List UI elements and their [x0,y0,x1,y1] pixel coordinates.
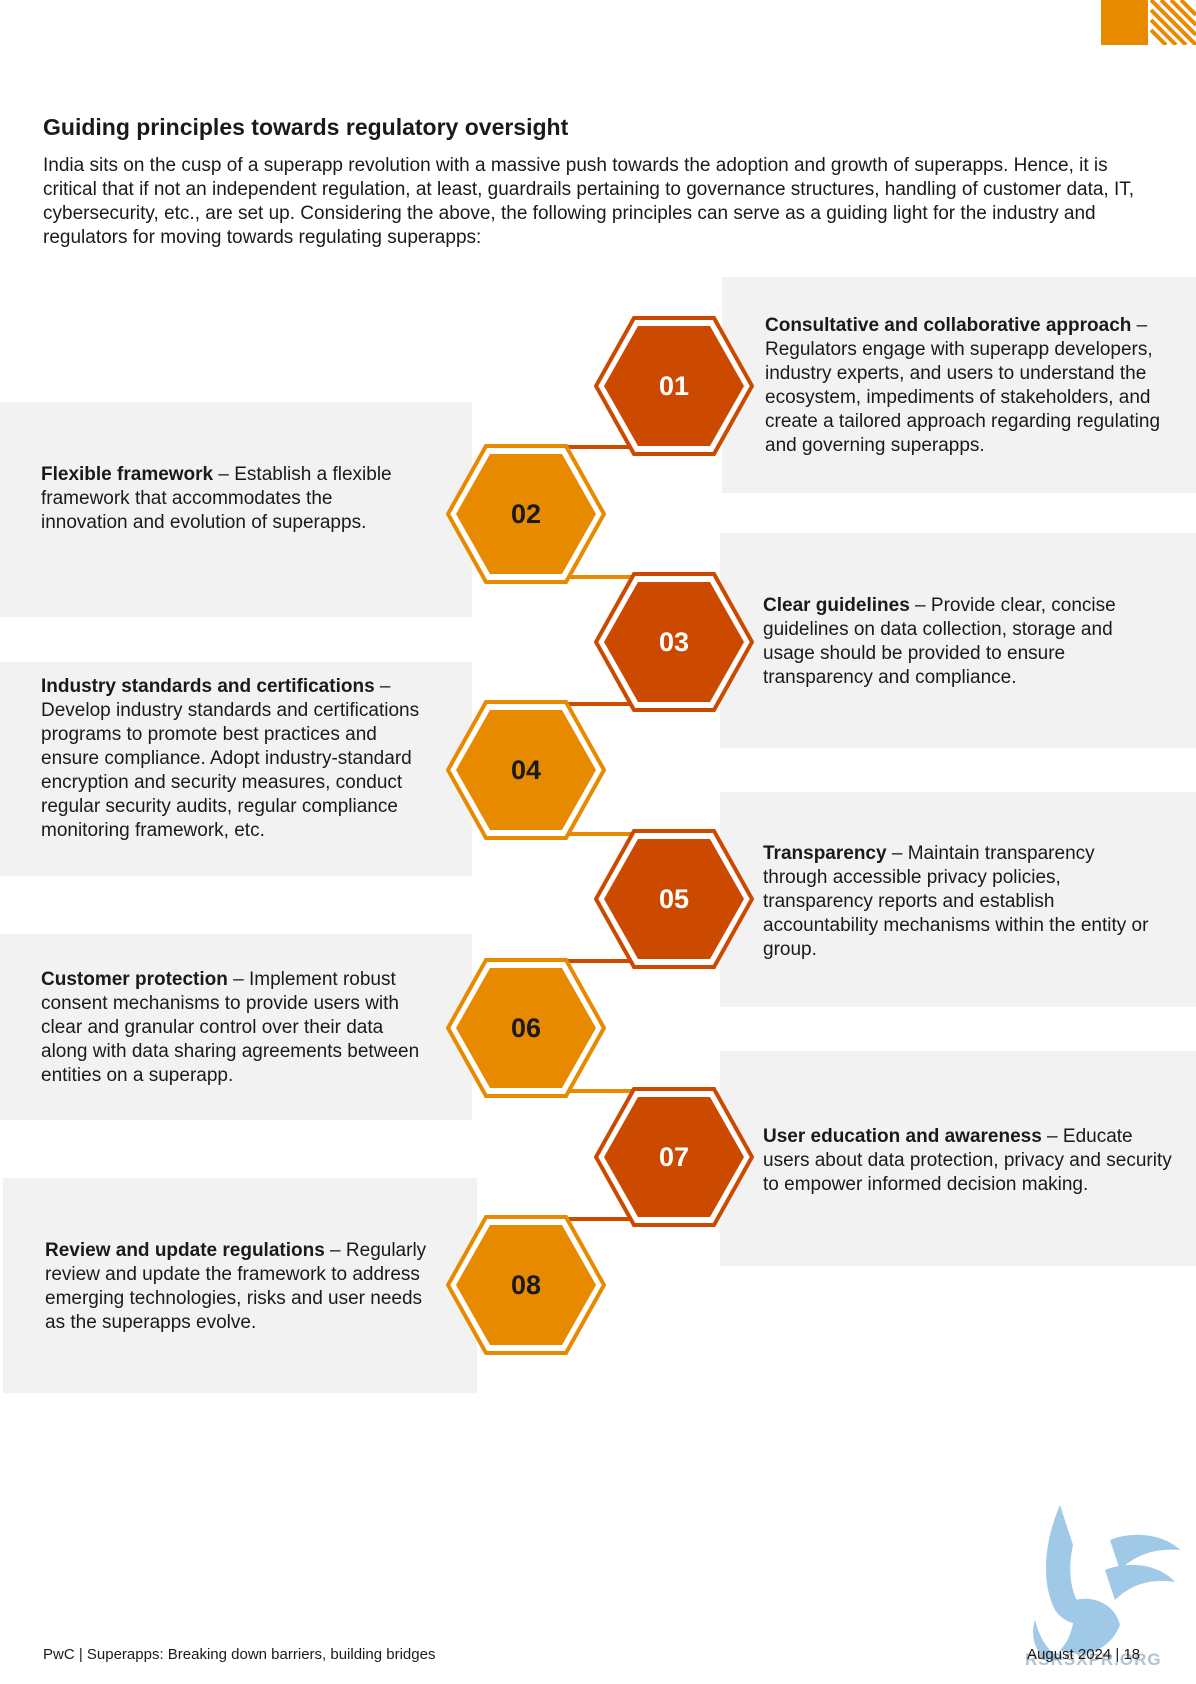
principle-04-text: Industry standards and certifications – … [41,675,426,843]
principle-02-text: Flexible framework – Establish a flexibl… [41,463,416,535]
principle-03-body: Provide clear, concise guidelines on dat… [763,595,1116,688]
hexagon-02 [446,444,606,584]
hexagon-06 [446,958,606,1098]
panel-03 [720,533,1196,748]
principle-08-separator: – [324,1240,346,1261]
hexagon-07 [594,1087,754,1227]
principle-07-body: Educate users about data protection, pri… [763,1126,1172,1195]
panel-07 [720,1051,1196,1266]
principle-04-title: Industry standards and certifications [41,676,375,697]
principle-08-text: Review and update regulations – Regularl… [45,1239,435,1335]
hexagon-07-number: 07 [658,1141,690,1172]
footer-source: PwC | Superapps: Breaking down barriers,… [43,1646,436,1663]
principle-05-title: Transparency [763,843,887,864]
principle-07-text: User education and awareness – Educate u… [763,1125,1183,1197]
hexagon-01 [594,316,754,456]
panel-08 [3,1178,477,1393]
hexagon-04-number: 04 [510,754,542,785]
principle-05-separator: – [886,843,908,864]
principle-06-separator: – [227,969,249,990]
panel-06 [0,934,472,1120]
hexagon-05 [594,829,754,969]
principle-01-separator: – [1131,315,1148,336]
principle-08-title: Review and update regulations [45,1240,325,1261]
principle-01-text: Consultative and collaborative approach … [765,314,1185,458]
principle-04-body: Develop industry standards and certifica… [41,700,420,841]
corner-decoration [1101,0,1196,45]
panel-05 [720,792,1196,1007]
principle-06-body: Implement robust consent mechanisms to p… [41,969,420,1086]
principle-03-title: Clear guidelines [763,595,910,616]
hexagon-05-number: 05 [658,883,690,914]
hexagon-08 [446,1215,606,1355]
griffin-watermark-icon [1033,1505,1180,1660]
panel-01 [722,277,1196,493]
hexagon-02-number: 02 [510,498,542,529]
hexagon-01-number: 01 [658,370,690,401]
principle-02-separator: – [213,464,235,485]
principle-06-text: Customer protection – Implement robust c… [41,968,426,1088]
principle-04-separator: – [374,676,391,697]
principle-01-title: Consultative and collaborative approach [765,315,1132,336]
panel-04 [0,662,472,876]
principle-06-title: Customer protection [41,969,228,990]
intro-paragraph: India sits on the cusp of a superapp rev… [43,155,1135,248]
principle-02-body: Establish a flexible framework that acco… [41,464,392,533]
footer-page-number: August 2024 | 18 [1027,1646,1141,1663]
watermark-text: RSRSXPR.ORG [1025,1650,1162,1669]
panel-02 [0,402,472,617]
principle-03-separator: – [909,595,931,616]
principle-08-body: Regularly review and update the framewor… [45,1240,427,1333]
principle-07-title: User education and awareness [763,1126,1042,1147]
page-title: Guiding principles towards regulatory ov… [43,114,569,140]
principle-07-separator: – [1041,1126,1063,1147]
hexagon-03 [594,572,754,712]
hexagon-03-number: 03 [658,626,690,657]
hexagon-08-number: 08 [510,1269,542,1300]
principle-05-body: Maintain transparency through accessible… [763,843,1149,960]
principle-01-body: Regulators engage with superapp develope… [765,339,1161,456]
principle-02-title: Flexible framework [41,464,214,485]
principle-05-text: Transparency – Maintain transparency thr… [763,842,1163,962]
principle-03-text: Clear guidelines – Provide clear, concis… [763,594,1153,690]
hexagon-06-number: 06 [510,1012,542,1043]
hexagon-04 [446,700,606,840]
